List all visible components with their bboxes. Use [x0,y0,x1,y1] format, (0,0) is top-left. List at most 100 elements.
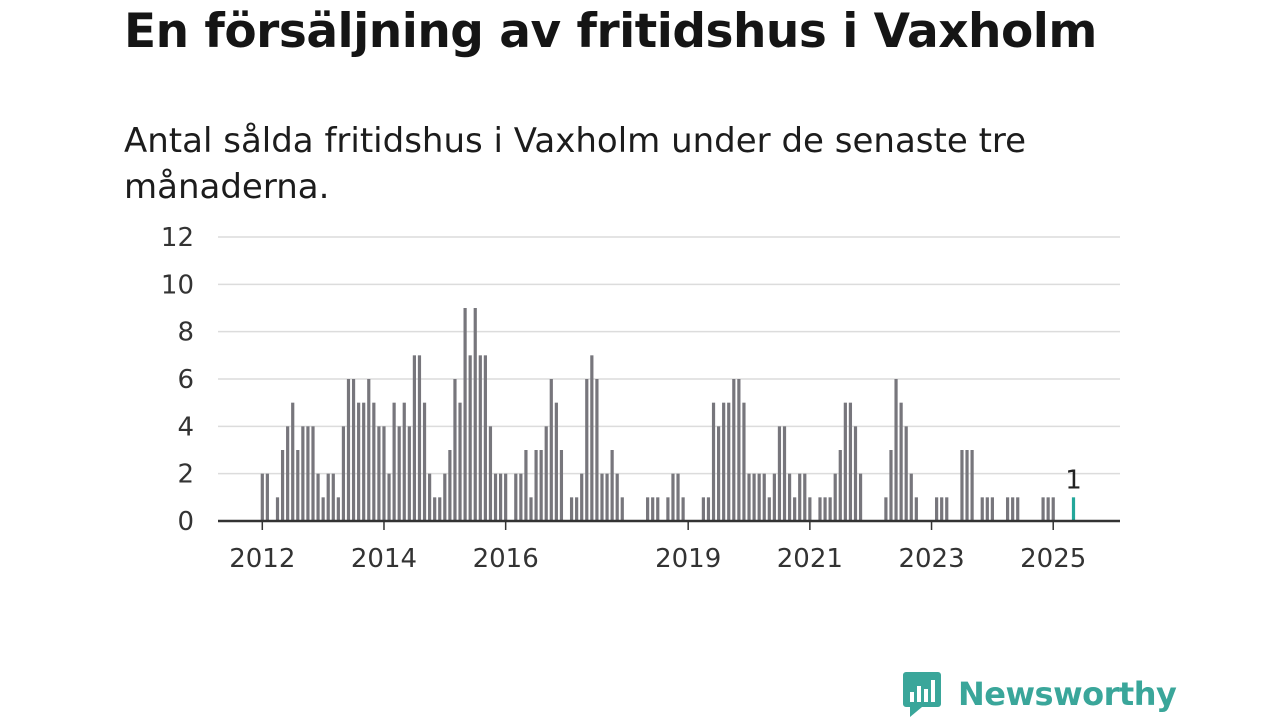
bar [752,473,756,521]
bar [407,426,411,521]
bar [286,426,290,521]
bar [534,450,538,521]
bar [443,473,447,521]
bar [519,473,523,521]
logo-text: Newsworthy [958,675,1177,713]
bar [945,497,949,521]
bar [676,473,680,521]
bar [514,473,518,521]
bar [899,402,903,521]
bar [265,473,269,521]
bar [473,308,477,521]
bar [762,473,766,521]
bar [544,426,548,521]
bar [580,473,584,521]
bar [559,450,564,521]
bar [351,379,356,521]
bar [448,450,452,521]
bar [681,497,685,521]
bar [493,473,498,521]
bar [833,473,837,521]
bar [575,497,579,521]
bar [275,497,280,521]
bar [701,497,705,521]
bar [362,402,366,521]
bar [346,379,351,521]
x-tick-label: 2019 [655,544,721,574]
bar [377,426,381,521]
highlight-bar [1071,497,1076,521]
bar [884,497,888,521]
y-tick-label: 12 [161,223,194,253]
bar [296,450,300,521]
bar [965,450,969,521]
bar [301,426,305,521]
y-axis-tick-labels: 0 2 4 6 8 10 12 [161,223,194,537]
x-tick-label: 2012 [229,544,295,574]
bar [737,379,741,521]
bar [767,497,771,521]
bar [1005,497,1010,521]
bar [722,402,726,521]
bar [524,450,528,521]
bar [605,473,609,521]
bar [402,402,406,521]
bar [311,426,315,521]
bar [732,379,736,521]
bar [463,308,467,521]
bar [782,426,787,521]
bar [326,473,330,521]
newsworthy-logo: Newsworthy [902,670,1177,718]
bar [458,402,462,521]
bar [428,473,432,521]
bar [595,379,599,521]
x-tick-label: 2023 [898,544,964,574]
y-tick-label: 0 [177,507,194,537]
y-tick-label: 4 [177,412,194,442]
bars [260,308,1076,521]
bar [651,497,655,521]
bar [397,426,401,521]
bar [985,497,989,521]
x-tick-label: 2021 [777,544,843,574]
bar [747,473,751,521]
y-tick-label: 8 [177,318,194,348]
bar [904,426,908,521]
bar [980,497,984,521]
bar [422,402,427,521]
y-tick-label: 10 [161,270,194,300]
bar [600,473,604,521]
bar [671,473,675,521]
bar [646,497,650,521]
bar [1051,497,1055,521]
bar [757,473,761,521]
bar [717,426,721,521]
bar [549,379,553,521]
bar [610,450,614,521]
bar [341,426,346,521]
x-axis-ticks: 2012 2014 2016 2019 2021 2023 2025 [229,521,1086,574]
bar [372,402,376,521]
bar [306,426,310,521]
bar [367,379,371,521]
bar [777,426,782,521]
bar [914,497,918,521]
bar [433,497,437,521]
bar [742,402,746,521]
bar [990,497,994,521]
bar [615,473,619,521]
bar [772,473,776,521]
x-tick-label: 2014 [351,544,417,574]
bar [438,497,442,521]
bar [838,450,842,521]
bar [412,355,416,521]
bar [554,402,558,521]
bar [1016,497,1020,521]
bar [468,355,472,521]
bar [585,379,589,521]
bar [529,497,533,521]
bar [711,402,716,521]
bar [417,355,422,521]
bar [818,497,822,521]
